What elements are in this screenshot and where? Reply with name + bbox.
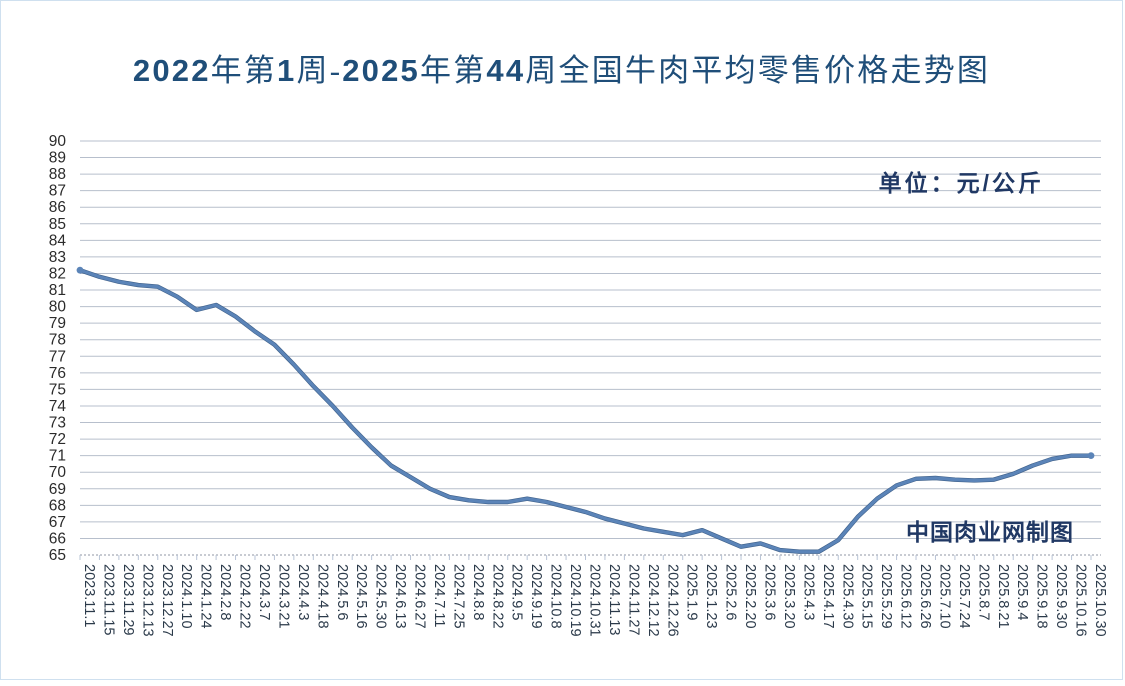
svg-text:2024.2.8: 2024.2.8 — [217, 564, 233, 620]
svg-text:2024.3.7: 2024.3.7 — [256, 564, 272, 620]
svg-text:2024.5.16: 2024.5.16 — [353, 564, 369, 629]
svg-text:2023.12.27: 2023.12.27 — [159, 564, 175, 637]
svg-text:87: 87 — [49, 183, 66, 200]
svg-text:2025.4.3: 2025.4.3 — [800, 564, 816, 620]
svg-text:80: 80 — [49, 299, 67, 316]
svg-text:2024.11.27: 2024.11.27 — [625, 564, 641, 636]
svg-text:2024.10.31: 2024.10.31 — [587, 564, 603, 637]
svg-text:2024.10.19: 2024.10.19 — [567, 564, 583, 637]
svg-text:67: 67 — [49, 514, 66, 531]
svg-text:2024.12.12: 2024.12.12 — [645, 564, 661, 637]
svg-text:2025.3.20: 2025.3.20 — [781, 564, 797, 629]
svg-text:2025.10.16: 2025.10.16 — [1073, 564, 1089, 637]
svg-text:83: 83 — [49, 249, 66, 266]
svg-text:2024.6.27: 2024.6.27 — [412, 564, 428, 629]
svg-text:2024.1.24: 2024.1.24 — [198, 564, 214, 629]
svg-text:2024.11.13: 2024.11.13 — [606, 564, 622, 636]
svg-text:2025.4.30: 2025.4.30 — [839, 564, 855, 629]
svg-text:2023.11.29: 2023.11.29 — [120, 564, 136, 636]
svg-text:2024.10.8: 2024.10.8 — [548, 564, 564, 629]
svg-text:2024.7.11: 2024.7.11 — [431, 564, 447, 627]
svg-text:2024.8.8: 2024.8.8 — [470, 564, 486, 620]
svg-text:2024.2.22: 2024.2.22 — [237, 564, 253, 629]
svg-text:70: 70 — [49, 464, 67, 481]
svg-text:77: 77 — [49, 348, 66, 365]
svg-text:2025.6.26: 2025.6.26 — [917, 564, 933, 629]
svg-text:79: 79 — [49, 315, 66, 332]
svg-text:2025.9.30: 2025.9.30 — [1053, 564, 1069, 629]
svg-text:2025.5.15: 2025.5.15 — [859, 564, 875, 629]
svg-text:76: 76 — [49, 365, 66, 382]
svg-text:2025.8.7: 2025.8.7 — [975, 564, 991, 620]
svg-text:2024.9.19: 2024.9.19 — [528, 564, 544, 629]
svg-text:66: 66 — [49, 530, 66, 547]
svg-text:85: 85 — [49, 216, 66, 233]
svg-text:68: 68 — [49, 497, 66, 514]
svg-text:2025.2.6: 2025.2.6 — [723, 564, 739, 620]
svg-text:72: 72 — [49, 431, 66, 448]
svg-text:2024.5.30: 2024.5.30 — [373, 564, 389, 629]
svg-text:69: 69 — [49, 481, 66, 498]
svg-text:2024.4.3: 2024.4.3 — [295, 564, 311, 620]
svg-text:71: 71 — [49, 448, 66, 465]
svg-text:2025.1.9: 2025.1.9 — [684, 564, 700, 620]
svg-text:89: 89 — [49, 150, 66, 167]
svg-text:2025.9.18: 2025.9.18 — [1034, 564, 1050, 629]
svg-text:2025.5.29: 2025.5.29 — [878, 564, 894, 629]
svg-text:2025.7.24: 2025.7.24 — [956, 564, 972, 629]
svg-text:75: 75 — [49, 381, 66, 398]
svg-text:2024.5.6: 2024.5.6 — [334, 564, 350, 620]
svg-text:2025.9.4: 2025.9.4 — [1014, 564, 1030, 620]
svg-text:2025.10.30: 2025.10.30 — [1092, 564, 1108, 637]
svg-text:2024.6.13: 2024.6.13 — [392, 564, 408, 629]
svg-text:2024.4.18: 2024.4.18 — [314, 564, 330, 629]
svg-text:84: 84 — [49, 232, 67, 249]
svg-text:2023.11.1: 2023.11.1 — [81, 564, 97, 627]
svg-text:2024.1.10: 2024.1.10 — [178, 564, 194, 629]
svg-text:2023.12.13: 2023.12.13 — [139, 564, 155, 637]
svg-text:2025.1.23: 2025.1.23 — [703, 564, 719, 629]
svg-text:81: 81 — [49, 282, 66, 299]
svg-text:2025.4.17: 2025.4.17 — [820, 564, 836, 629]
svg-text:74: 74 — [49, 398, 67, 415]
svg-text:73: 73 — [49, 415, 66, 432]
svg-text:2024.8.22: 2024.8.22 — [489, 564, 505, 629]
svg-text:2025.3.6: 2025.3.6 — [761, 564, 777, 620]
svg-text:65: 65 — [49, 547, 66, 564]
svg-text:2025.7.10: 2025.7.10 — [936, 564, 952, 629]
svg-text:2025.6.12: 2025.6.12 — [898, 564, 914, 629]
svg-text:2025.8.21: 2025.8.21 — [995, 564, 1011, 629]
svg-text:2023.11.15: 2023.11.15 — [100, 564, 116, 636]
svg-text:88: 88 — [49, 166, 66, 183]
svg-text:2024.7.25: 2024.7.25 — [450, 564, 466, 629]
svg-text:86: 86 — [49, 199, 66, 216]
svg-text:78: 78 — [49, 332, 66, 349]
svg-text:2024.9.5: 2024.9.5 — [509, 564, 525, 620]
svg-text:2024.12.26: 2024.12.26 — [664, 564, 680, 637]
svg-text:2024.3.21: 2024.3.21 — [275, 564, 291, 629]
svg-text:82: 82 — [49, 265, 66, 282]
svg-text:2025.2.20: 2025.2.20 — [742, 564, 758, 629]
svg-text:90: 90 — [49, 133, 67, 150]
